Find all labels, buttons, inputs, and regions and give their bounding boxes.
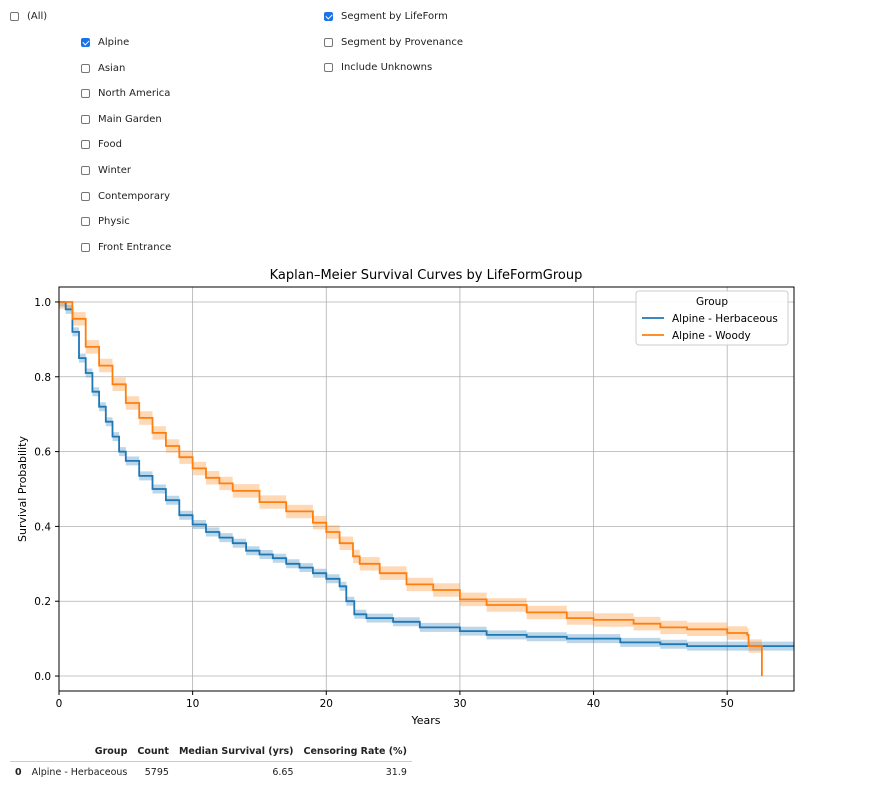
series-line-1 — [59, 301, 763, 676]
table-row: 0 Alpine - Herbaceous 5795 6.65 31.9 — [10, 762, 412, 784]
filter-garden-label: North America — [98, 88, 171, 100]
col-group-header: Group — [26, 742, 133, 762]
series-line-0 — [59, 301, 794, 647]
col-censoring-header: Censoring Rate (%) — [298, 742, 412, 762]
checkbox-physic[interactable] — [81, 217, 90, 227]
filter-all[interactable]: (All) — [10, 11, 47, 22]
filter-garden-contemporary[interactable]: Contemporary — [81, 191, 170, 202]
filter-garden-label: Alpine — [98, 37, 130, 48]
x-tick-label: 50 — [720, 698, 733, 710]
option-segment-by-lifeform[interactable]: Segment by LifeForm — [324, 11, 448, 22]
y-tick-label: 0.2 — [34, 596, 51, 608]
checkbox-segment-by-lifeform[interactable] — [324, 12, 333, 21]
row-count: 5795 — [144, 767, 169, 778]
filter-garden-winter[interactable]: Winter — [81, 165, 131, 176]
row-group: Alpine - Herbaceous — [31, 767, 128, 778]
filter-garden-alpine[interactable]: Alpine — [81, 37, 129, 48]
y-tick-label: 1.0 — [34, 297, 51, 309]
filter-garden-label: Food — [98, 139, 122, 151]
filter-garden-label: Contemporary — [98, 190, 170, 202]
y-tick-label: 0.8 — [34, 372, 51, 384]
filter-garden-asian[interactable]: Asian — [81, 63, 125, 74]
filter-garden-label: Asian — [98, 62, 126, 74]
y-tick-label: 0.6 — [34, 447, 51, 459]
option-label: Segment by LifeForm — [341, 11, 448, 22]
col-median-header: Median Survival (yrs) — [173, 742, 299, 762]
filter-garden-front-entrance[interactable]: Front Entrance — [81, 242, 171, 253]
x-tick-label: 10 — [186, 698, 199, 710]
x-tick-label: 40 — [587, 698, 600, 710]
checkbox-alpine[interactable] — [81, 38, 90, 47]
y-tick-label: 0.4 — [34, 521, 51, 533]
filter-garden-main-garden[interactable]: Main Garden — [81, 114, 162, 125]
x-tick-label: 0 — [56, 698, 63, 710]
plot-frame — [58, 286, 795, 692]
option-label: Segment by Provenance — [341, 36, 464, 48]
filter-garden-label: Winter — [98, 165, 131, 176]
col-count-header: Count — [132, 742, 174, 762]
filter-garden-label: Front Entrance — [98, 241, 172, 253]
checkbox-segment-by-provenance[interactable] — [324, 37, 333, 47]
stats-table: Group Count Median Survival (yrs) Censor… — [10, 742, 412, 783]
option-label: Include Unknowns — [341, 62, 433, 73]
checkbox-front-entrance[interactable] — [81, 242, 90, 252]
chart-legend: Group Alpine - Herbaceous Alpine - Woody — [635, 290, 789, 346]
legend-title: Group — [696, 296, 728, 308]
row-index: 0 — [15, 767, 22, 778]
checkbox-all[interactable] — [10, 12, 19, 21]
index-header — [10, 742, 27, 762]
filter-garden-label: Physic — [98, 216, 130, 228]
y-tick-label: 0.0 — [34, 671, 51, 683]
row-median: 6.65 — [272, 767, 294, 778]
option-segment-by-provenance[interactable]: Segment by Provenance — [324, 37, 463, 48]
stats-header-row: Group Count Median Survival (yrs) Censor… — [10, 742, 412, 762]
filter-all-label: (All) — [27, 11, 48, 22]
filter-garden-north-america[interactable]: North America — [81, 88, 170, 99]
x-tick-label: 20 — [320, 698, 333, 710]
y-axis-label: Survival Probability — [16, 436, 29, 542]
x-tick-label: 30 — [453, 698, 466, 710]
km-survival-chart: 0 10 20 30 40 50 0.0 0.2 0.4 0.6 0.8 1.0 Kaplan–Mei… — [16, 268, 795, 727]
chart-title: Kaplan–Meier Survival Curves by LifeForm… — [270, 268, 583, 283]
legend-box — [635, 290, 789, 346]
filter-garden-physic[interactable]: Physic — [81, 216, 130, 227]
checkbox-winter[interactable] — [81, 166, 90, 175]
checkbox-main-garden[interactable] — [81, 114, 90, 124]
checkbox-food[interactable] — [81, 140, 90, 150]
checkbox-include-unknowns[interactable] — [324, 63, 333, 72]
checkbox-contemporary[interactable] — [81, 191, 90, 201]
legend-entry-1: Alpine - Woody — [672, 330, 751, 342]
filter-garden-food[interactable]: Food — [81, 139, 122, 150]
row-censoring: 31.9 — [385, 767, 407, 778]
checkbox-asian[interactable] — [81, 63, 90, 73]
confidence-band-0 — [59, 302, 794, 651]
x-axis-label: Years — [410, 714, 440, 727]
checkbox-north-america[interactable] — [81, 89, 90, 99]
filter-garden-label: Main Garden — [98, 113, 162, 125]
legend-entry-0: Alpine - Herbaceous — [672, 313, 778, 325]
option-include-unknowns[interactable]: Include Unknowns — [324, 62, 432, 73]
